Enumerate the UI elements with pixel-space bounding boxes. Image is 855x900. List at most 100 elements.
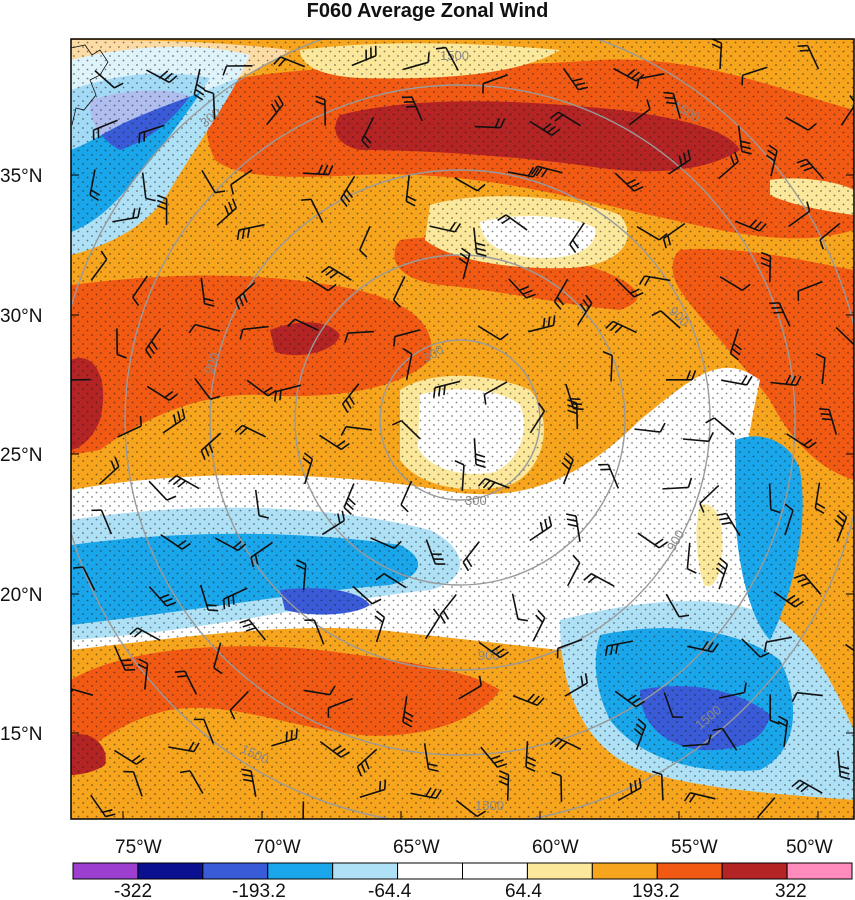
wind-barb — [216, 207, 237, 227]
colorbar-swatch — [267, 862, 334, 880]
wind-barb-flag — [493, 759, 504, 764]
wind-barb — [424, 616, 441, 640]
wind-barb-flag — [287, 318, 296, 327]
wind-barb — [114, 645, 126, 671]
wind-barb — [439, 593, 457, 616]
wind-barb-flag — [770, 508, 781, 514]
wind-barb-flag — [428, 768, 439, 772]
wind-barb-flag — [278, 58, 286, 67]
wind-barb-flag — [551, 128, 561, 136]
wind-barb-flag — [465, 557, 473, 568]
wind-barb — [370, 537, 395, 550]
wind-barb-flag — [654, 538, 664, 546]
wind-barb — [90, 794, 107, 817]
wind-barb — [689, 792, 716, 800]
wind-barb-flag — [777, 720, 788, 727]
wind-barb-flag — [658, 233, 668, 241]
wind-barb-flag — [234, 424, 243, 433]
wind-barb-flag — [629, 782, 633, 793]
wind-barb — [144, 328, 162, 351]
wind-barb-flag — [609, 644, 614, 656]
wind-barb — [200, 432, 222, 452]
wind-barb-flag — [840, 775, 851, 780]
wind-barb-flag — [177, 411, 182, 422]
wind-barb-flag — [796, 158, 807, 164]
wind-barb-flag — [364, 759, 370, 770]
wind-barb — [508, 278, 527, 299]
wind-barb-flag — [575, 82, 586, 87]
wind-barb-flag — [475, 247, 486, 252]
wind-barb-flag — [740, 140, 751, 145]
wind-barb-flag — [537, 609, 546, 619]
wind-barb-flag — [839, 770, 850, 775]
lat-label-15n: 15°N — [0, 724, 42, 745]
wind-barb-flag — [233, 540, 242, 549]
wind-barb-flag — [378, 781, 382, 792]
wind-barb — [797, 280, 823, 292]
wind-barb — [343, 483, 355, 508]
wind-barb-flag — [760, 262, 771, 268]
colorbar-swatch — [137, 862, 204, 880]
wind-barb-flag — [542, 123, 552, 131]
wind-barb-flag — [499, 332, 509, 341]
wind-barb-flag — [258, 514, 270, 519]
wind-barb-flag — [405, 200, 416, 207]
wind-barb — [529, 410, 546, 434]
wind-barb — [434, 380, 461, 389]
wind-barb — [512, 694, 538, 707]
wind-barb-flag — [627, 694, 637, 702]
wind-barb — [718, 564, 729, 590]
wind-barb-flag — [536, 697, 545, 706]
wind-barb-flag — [638, 275, 646, 286]
wind-barb — [672, 93, 682, 119]
wind-barb — [392, 276, 406, 301]
wind-barb — [394, 329, 421, 338]
wind-barb — [828, 409, 838, 435]
wind-barb-flag — [635, 700, 645, 708]
wind-barb-flag — [458, 257, 468, 265]
wind-barb — [402, 61, 429, 71]
wind-barb-flag — [549, 111, 559, 119]
wind-barb — [805, 158, 825, 180]
wind-barb-flag — [114, 456, 120, 467]
wind-barb — [294, 318, 319, 331]
wind-barb-flag — [741, 283, 751, 292]
wind-barb-flag — [213, 667, 223, 675]
wind-barb-flag — [517, 618, 528, 622]
wind-barb-flag — [491, 645, 501, 653]
wind-barb-flag — [626, 68, 636, 77]
wind-barb — [462, 541, 480, 563]
wind-barb-flag — [487, 481, 496, 491]
map-title: F060 Average Zonal Wind — [306, 0, 549, 22]
wind-barb — [400, 480, 413, 506]
wind-barb-flag — [285, 731, 288, 742]
wind-barb-flag — [243, 778, 254, 783]
wind-barb-flag — [194, 88, 205, 96]
wind-barb-flag — [143, 131, 146, 142]
latitude-axis — [71, 174, 854, 734]
wind-barb-flag — [791, 779, 801, 788]
wind-barb-flag — [635, 723, 645, 731]
wind-barb-flag — [102, 809, 113, 814]
wind-barb — [361, 116, 375, 141]
wind-barb-flag — [549, 737, 558, 746]
wind-barb — [411, 96, 423, 122]
wind-barb — [229, 690, 249, 711]
wind-barb-flag — [340, 751, 350, 758]
wind-barb — [615, 278, 635, 298]
wind-barb-flag — [820, 412, 831, 416]
wind-barb — [473, 438, 477, 465]
wind-barb-flag — [626, 178, 636, 185]
wind-barb-flag — [572, 554, 581, 564]
wind-barb-flag — [572, 77, 583, 82]
wind-barb — [590, 573, 615, 587]
wind-barb — [803, 574, 822, 595]
wind-barb-flag — [707, 734, 712, 745]
wind-barb — [112, 216, 139, 223]
wind-barb-flag — [177, 480, 187, 488]
wind-barb — [132, 771, 143, 797]
wind-barb-flag — [719, 517, 730, 521]
wind-barb-flag — [172, 414, 177, 425]
colorbar-swatch — [526, 862, 593, 880]
wind-barb-flag — [392, 299, 402, 308]
